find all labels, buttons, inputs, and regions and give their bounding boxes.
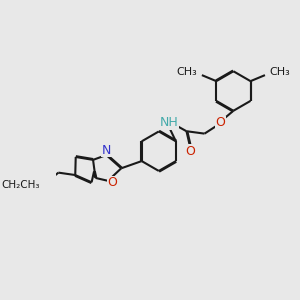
- Text: CH₃: CH₃: [177, 67, 197, 77]
- Text: NH: NH: [160, 116, 178, 129]
- Text: CH₂CH₃: CH₂CH₃: [2, 180, 40, 190]
- Text: O: O: [107, 176, 117, 189]
- Text: O: O: [185, 145, 195, 158]
- Text: CH₃: CH₃: [269, 67, 290, 77]
- Text: N: N: [102, 144, 112, 157]
- Text: O: O: [215, 116, 225, 129]
